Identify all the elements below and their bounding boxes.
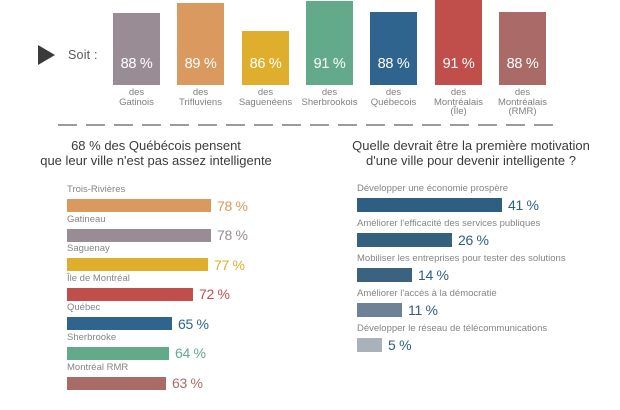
top-bar: 88 % <box>499 12 546 85</box>
top-bar: 91 % <box>435 0 482 85</box>
bar-row: Mobiliser les entreprises pour tester de… <box>357 253 615 288</box>
bar-row: Améliorer l'accès à la démocratie 11 % <box>357 288 615 323</box>
bar-row: Sherbrooke 64 % <box>67 332 317 362</box>
bar <box>357 198 502 212</box>
right-chart-title: Quelle devrait être la première motivati… <box>330 139 612 168</box>
left-chart-title: 68 % des Québécois pensent que leur vill… <box>16 139 296 168</box>
bar <box>67 317 172 330</box>
bar <box>67 229 211 242</box>
top-bar-value: 88 % <box>499 56 546 72</box>
top-bar: 89 % <box>177 3 224 85</box>
bar-row: Montréal RMR 63 % <box>67 362 317 392</box>
bar-row: Améliorer l'efficacité des services publ… <box>357 218 615 253</box>
bar-row: Développer le réseau de télécommunicatio… <box>357 323 615 358</box>
bar-row: Trois-Rivières 78 % <box>67 184 317 214</box>
bar <box>357 268 412 282</box>
bar-row: Développer une économie prospère 41 % <box>357 183 615 218</box>
bar-value: 65 % <box>178 316 209 332</box>
bar-category-label: Développer une économie prospère <box>357 183 615 194</box>
top-bar-value: 91 % <box>435 56 482 72</box>
bar-category-label: Île de Montréal <box>67 273 317 284</box>
bar-row: Québec 65 % <box>67 302 317 332</box>
bar-category-label: Améliorer l'efficacité des services publ… <box>357 218 615 229</box>
bar-row: Île de Montréal 72 % <box>67 273 317 303</box>
bar-line: 11 % <box>357 302 615 318</box>
bar-category-label: Montréal RMR <box>67 362 317 373</box>
left-bar-chart: Trois-Rivières78 %Gatineau78 %Saguenay77… <box>67 184 317 391</box>
bar-line: 72 % <box>67 286 317 302</box>
bar-category-label: Gatineau <box>67 214 317 225</box>
right-bar-chart: Développer une économie prospère 41 % Amél… <box>357 183 615 358</box>
bar-category-label: Améliorer l'accès à la démocratie <box>357 288 615 299</box>
bar-category-label: Saguenay <box>67 243 317 254</box>
bar-value: 11 % <box>408 302 438 318</box>
bar <box>67 377 166 390</box>
bar-line: 78 % <box>67 198 317 214</box>
bar-line: 65 % <box>67 316 317 332</box>
bar-row: Gatineau 78 % <box>67 214 317 244</box>
bar-value: 41 % <box>508 197 539 213</box>
bar <box>357 233 452 247</box>
right-chart-title-line1: Quelle devrait être la première motivati… <box>330 139 612 154</box>
bar-value: 64 % <box>175 345 206 361</box>
bar-category-label: Sherbrooke <box>67 332 317 343</box>
bar <box>357 338 382 352</box>
bar-category-label: Développer le réseau de télécommunicatio… <box>357 323 615 334</box>
top-bar-value: 88 % <box>370 56 417 72</box>
left-chart-title-line2: que leur ville n'est pas assez intellige… <box>16 154 296 169</box>
bar <box>67 199 211 212</box>
bar-line: 63 % <box>67 375 317 391</box>
bar <box>67 288 193 301</box>
bar-value: 14 % <box>418 267 449 283</box>
bar <box>67 258 208 271</box>
bar-line: 78 % <box>67 227 317 243</box>
bar <box>357 303 402 317</box>
bar-value: 26 % <box>458 232 489 248</box>
top-bar: 91 % <box>306 1 353 85</box>
bar-line: 41 % <box>357 197 615 213</box>
bar-line: 26 % <box>357 232 615 248</box>
infographic-canvas: Soit : 88 %desGatinois89 %desTrifluviens… <box>0 0 620 410</box>
bar-line: 5 % <box>357 337 615 353</box>
dashed-divider <box>58 124 562 126</box>
top-bar-category: desMontréalais(RMR) <box>483 88 563 117</box>
bar-category-label: Mobiliser les entreprises pour tester de… <box>357 253 615 264</box>
bar-row: Saguenay 77 % <box>67 243 317 273</box>
bar-value: 72 % <box>199 286 230 302</box>
right-chart-title-line2: d'une ville pour devenir intelligente ? <box>330 154 612 169</box>
top-bar-chart: 88 %desGatinois89 %desTrifluviens86 %des… <box>0 0 620 125</box>
top-bar: 86 % <box>242 31 289 85</box>
top-bar: 88 % <box>370 12 417 85</box>
top-bar-value: 88 % <box>113 56 160 72</box>
bar-line: 77 % <box>67 257 317 273</box>
top-bar-value: 86 % <box>242 56 289 72</box>
bar-category-label: Trois-Rivières <box>67 184 317 195</box>
bar-category-label: Québec <box>67 302 317 313</box>
top-bar-value: 91 % <box>306 56 353 72</box>
top-bar: 88 % <box>113 13 160 85</box>
bar-value: 5 % <box>388 337 411 353</box>
bar-line: 64 % <box>67 345 317 361</box>
bar <box>67 347 169 360</box>
bar-value: 63 % <box>172 375 203 391</box>
top-bar-value: 89 % <box>177 56 224 72</box>
left-chart-title-line1: 68 % des Québécois pensent <box>16 139 296 154</box>
top-bar-category-line: (RMR) <box>483 107 563 117</box>
bar-value: 77 % <box>214 257 245 273</box>
bar-line: 14 % <box>357 267 615 283</box>
bar-value: 78 % <box>217 198 248 214</box>
bar-value: 78 % <box>217 227 248 243</box>
